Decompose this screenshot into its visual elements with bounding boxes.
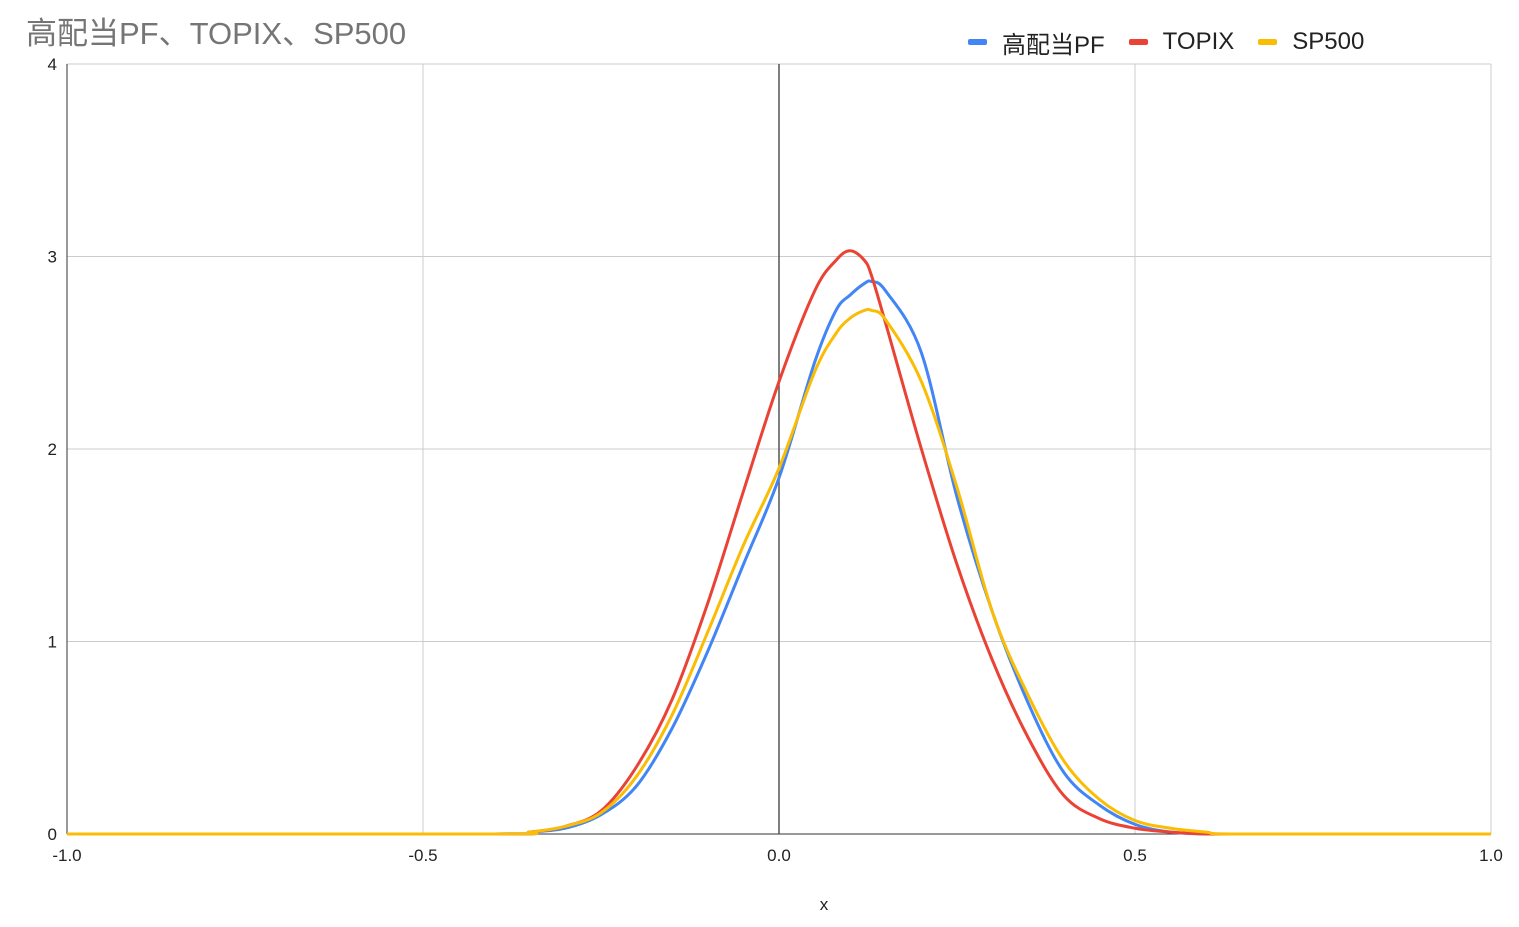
legend-swatch-0 bbox=[968, 39, 987, 45]
tick-labels: 0 1 2 3 4 -1.0 -0.5 0.0 0.5 1.0 bbox=[48, 55, 1503, 865]
x-tick-label-0: -1.0 bbox=[52, 846, 81, 865]
y-tick-label-2: 2 bbox=[48, 440, 57, 459]
legend: 高配当PF TOPIX SP500 bbox=[968, 25, 1388, 60]
series-lines bbox=[66, 249, 1491, 836]
x-tick-label-1: -0.5 bbox=[408, 846, 437, 865]
y-tick-label-1: 1 bbox=[48, 633, 57, 652]
series-line-2 bbox=[66, 307, 1491, 836]
y-tick-label-0: 0 bbox=[48, 825, 57, 844]
x-tick-label-2: 0.0 bbox=[767, 846, 791, 865]
chart-title: 高配当PF、TOPIX、SP500 bbox=[26, 16, 407, 51]
x-tick-label-3: 0.5 bbox=[1123, 846, 1147, 865]
legend-swatch-2 bbox=[1258, 39, 1278, 45]
legend-label-0: 高配当PF bbox=[1002, 31, 1105, 59]
y-tick-label-4: 4 bbox=[48, 55, 57, 74]
legend-swatch-1 bbox=[1128, 39, 1148, 45]
legend-label-2: SP500 bbox=[1292, 28, 1365, 55]
legend-item-1: TOPIX bbox=[1128, 28, 1235, 56]
x-tick-label-4: 1.0 bbox=[1479, 846, 1503, 865]
y-tick-label-3: 3 bbox=[48, 248, 57, 267]
legend-label-1: TOPIX bbox=[1162, 28, 1235, 55]
legend-item-0: 高配当PF bbox=[968, 25, 1105, 60]
x-axis-title: x bbox=[820, 895, 829, 914]
series-line-0 bbox=[66, 279, 1491, 836]
legend-item-2: SP500 bbox=[1258, 28, 1364, 56]
